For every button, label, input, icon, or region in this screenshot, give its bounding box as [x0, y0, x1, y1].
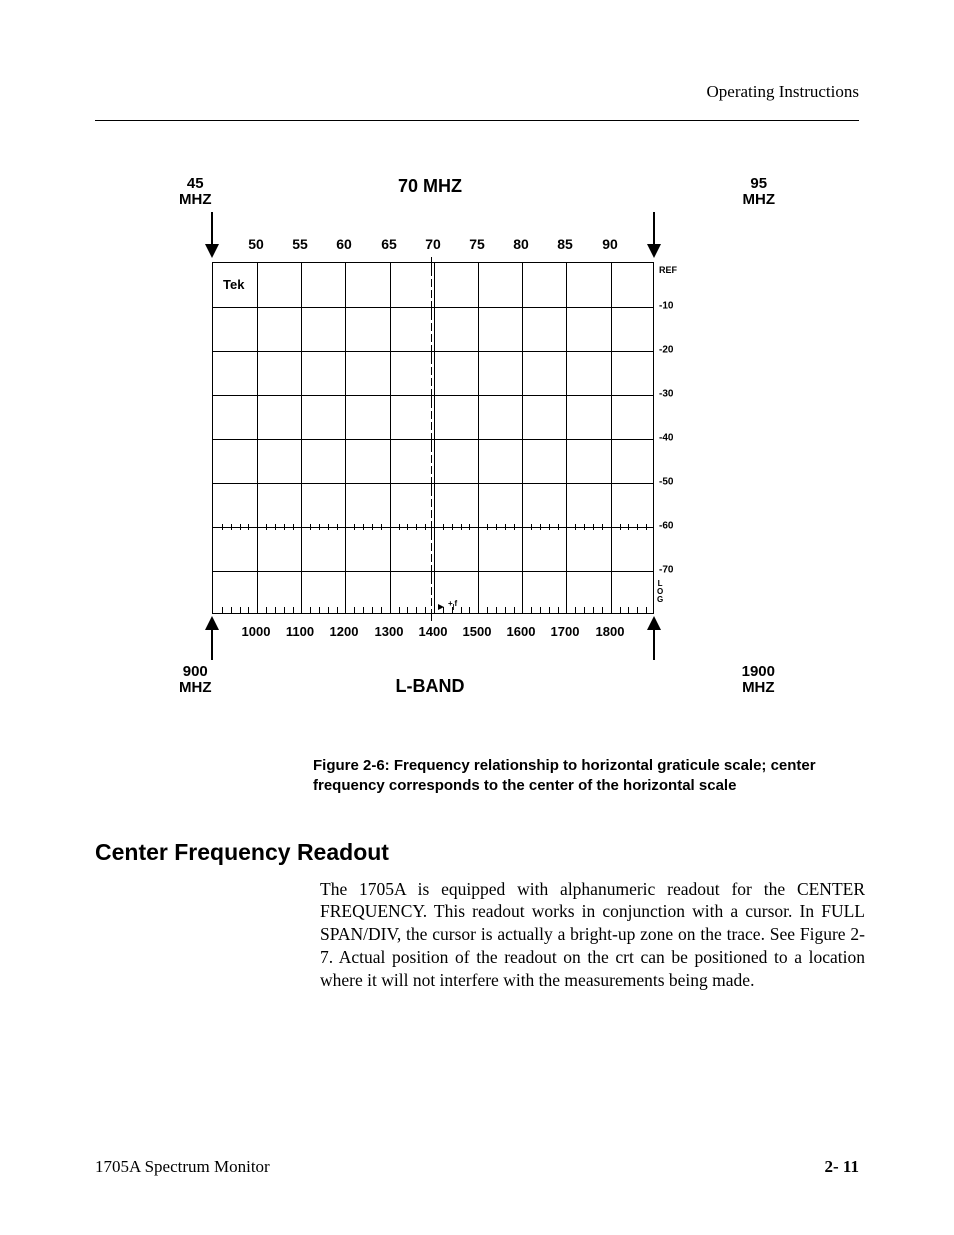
scale-tick: 60 [336, 236, 352, 252]
footer-product: 1705A Spectrum Monitor [95, 1157, 270, 1177]
right-scale: REF -10 -20 -30 -40 -50 -60 -70 L O G [659, 262, 709, 614]
figure-caption: Figure 2-6: Frequency relationship to ho… [313, 756, 858, 797]
scale-tick: 1100 [286, 624, 314, 639]
scale-tick: 85 [557, 236, 573, 252]
freq-unit: MHZ [742, 679, 775, 696]
scale-tick: 1600 [507, 624, 536, 639]
scale-tick: 70 [425, 236, 441, 252]
log-label: L O G [657, 580, 663, 604]
page: Operating Instructions 45 MHZ 70 MHZ 95 … [0, 0, 954, 1235]
body-paragraph: The 1705A is equipped with alphanumeric … [320, 878, 865, 992]
arrow-stem [211, 630, 213, 660]
bot-left-freq: 900 MHZ [179, 664, 212, 696]
plus-f-label: +|f [448, 599, 457, 611]
scale-tick: 1300 [375, 624, 404, 639]
freq-value: 45 [187, 175, 204, 192]
scale-tick: -60 [659, 521, 673, 532]
scale-tick: 80 [513, 236, 529, 252]
freq-unit: MHZ [179, 679, 212, 696]
footer-page-number: 2- 11 [825, 1157, 859, 1177]
arrow-up-icon [647, 616, 661, 630]
header-rule [95, 120, 859, 121]
freq-value: 95 [750, 175, 767, 192]
scale-tick: 75 [469, 236, 485, 252]
arrow-right-icon [438, 604, 444, 610]
scale-tick: -30 [659, 389, 673, 400]
bot-right-freq: 1900 MHZ [742, 664, 775, 696]
section-heading: Center Frequency Readout [95, 839, 859, 866]
bot-center-label: L-BAND [380, 676, 480, 697]
scale-tick: 50 [248, 236, 264, 252]
scale-tick: 65 [381, 236, 397, 252]
scale-tick: 1000 [242, 624, 271, 639]
scale-tick: 1800 [596, 624, 625, 639]
freq-unit: MHZ [743, 191, 776, 208]
scale-tick: -70 [659, 565, 673, 576]
arrow-stem [653, 630, 655, 660]
scale-tick: -10 [659, 301, 673, 312]
arrow-up-icon [205, 616, 219, 630]
top-right-freq: 95 MHZ [743, 176, 776, 208]
ref-label: REF [659, 265, 677, 275]
scale-tick: -50 [659, 477, 673, 488]
top-scale: 50 55 60 65 70 75 80 85 90 [212, 236, 654, 258]
scale-tick: -40 [659, 433, 673, 444]
freq-value: 1900 [742, 663, 775, 680]
figure-2-6: 45 MHZ 70 MHZ 95 MHZ 50 55 60 65 70 75 8… [197, 176, 757, 726]
top-left-freq: 45 MHZ [179, 176, 212, 208]
header-section: Operating Instructions [95, 82, 859, 102]
top-center-freq: 70 MHZ [380, 176, 480, 197]
scale-tick: 1700 [551, 624, 580, 639]
scale-tick: -20 [659, 345, 673, 356]
scale-tick: 1200 [330, 624, 359, 639]
bottom-scale: 1000 1100 1200 1300 1400 1500 1600 1700 … [212, 624, 654, 646]
scale-tick: 55 [292, 236, 308, 252]
page-footer: 1705A Spectrum Monitor 2- 11 [95, 1157, 859, 1177]
tek-label: Tek [223, 277, 244, 292]
freq-value: 900 [183, 663, 208, 680]
scale-tick: 90 [602, 236, 618, 252]
graticule-grid: Tek [212, 262, 654, 614]
freq-unit: MHZ [179, 191, 212, 208]
scale-tick: 1500 [463, 624, 492, 639]
scale-tick: 1400 [419, 624, 448, 639]
